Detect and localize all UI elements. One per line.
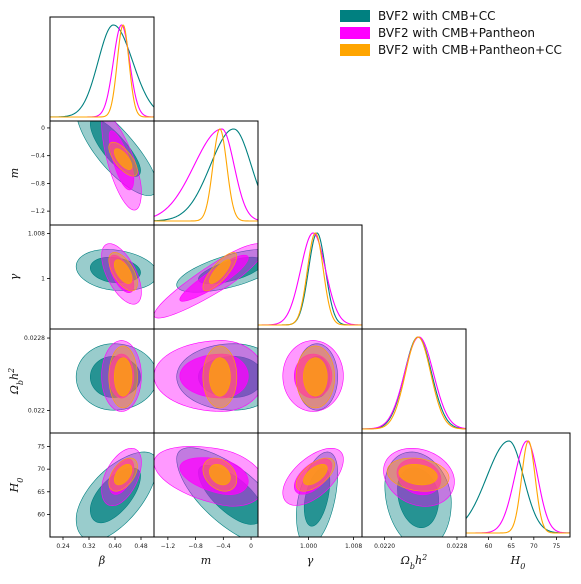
y-tick-label-4-1: 70: [37, 466, 45, 473]
marginal-curve-1-series-1: [154, 128, 258, 221]
x-tick-label-2-1: 1.008: [345, 543, 362, 550]
contour-68-panel-4-1-series-2: [209, 464, 231, 486]
contour-68-panel-2-0-series-2: [113, 259, 133, 284]
legend-label-0: BVF2 with CMB+CC: [378, 9, 495, 23]
contour-68-panel-3-0-series-2: [113, 357, 133, 397]
legend-swatch-0: [340, 10, 370, 22]
contour-panel-3-1: [154, 340, 258, 412]
x-axis-label-0: β: [98, 554, 105, 567]
diag-panel-2: [258, 232, 362, 326]
marginal-curve-2-series-0: [258, 232, 362, 326]
contour-panel-4-3: [383, 447, 455, 537]
y-tick-label-1-3: −1.2: [30, 208, 45, 215]
y-axis-label-2: γ: [8, 273, 21, 280]
contour-panel-4-1: [154, 446, 258, 537]
y-tick-label-4-0: 75: [37, 444, 45, 451]
marginal-curve-3-series-1: [362, 336, 466, 430]
x-tick-label-1-3: 0: [249, 543, 253, 550]
marginal-curve-2-series-2: [258, 232, 362, 326]
legend-label-1: BVF2 with CMB+Pantheon: [378, 26, 535, 40]
x-tick-label-1-2: −0.4: [216, 543, 231, 550]
contour-panel-2-1: [154, 243, 258, 319]
x-axis-label-2: γ: [307, 554, 314, 567]
x-tick-label-4-0: 60: [485, 543, 493, 550]
marginal-curve-3-series-2: [362, 336, 466, 430]
contour-panel-4-0: [75, 447, 154, 537]
x-tick-label-0-0: 0.24: [56, 543, 70, 550]
panel-frame-4-4: [465, 432, 571, 538]
diag-panel-0: [50, 24, 154, 118]
contour-68-panel-4-0-series-2: [113, 463, 133, 486]
x-tick-label-4-3: 75: [553, 543, 561, 550]
legend-label-2: BVF2 with CMB+Pantheon+CC: [378, 43, 562, 57]
contour-68-panel-2-1-series-2: [209, 259, 231, 284]
y-axis-label-3: Ωbh2: [7, 368, 25, 395]
diag-panel-1: [154, 128, 258, 222]
diag-panel-3: [362, 336, 466, 430]
x-tick-label-3-1: 0.0228: [446, 543, 467, 550]
y-tick-label-4-2: 65: [37, 489, 45, 496]
x-tick-label-3-0: 0.0220: [374, 543, 395, 550]
panel-frame-2-2: [257, 224, 363, 330]
y-tick-label-3-0: 0.0228: [24, 335, 45, 342]
contour-panel-4-2: [282, 447, 344, 537]
y-tick-label-1-2: −0.8: [30, 180, 45, 187]
legend: BVF2 with CMB+CC BVF2 with CMB+Pantheon BV…: [340, 9, 562, 57]
x-tick-label-1-0: −1.2: [161, 543, 176, 550]
y-axis-label-4: H0: [8, 478, 25, 494]
contour-panel-2-0: [75, 243, 154, 305]
y-tick-label-4-3: 60: [37, 511, 45, 518]
marginal-curve-4-series-1: [466, 440, 570, 534]
contour-68-panel-4-3-series-2: [398, 463, 438, 486]
marginal-curve-2-series-1: [258, 232, 362, 326]
marginal-curve-1-series-2: [154, 128, 258, 222]
x-tick-label-0-2: 0.40: [108, 543, 122, 550]
x-tick-label-1-1: −0.8: [188, 543, 203, 550]
marginal-curve-0-series-1: [50, 24, 154, 118]
panel-frame-3-3: [361, 328, 467, 434]
contour-panel-3-2: [282, 340, 344, 412]
contour-panel-1-0: [77, 121, 154, 211]
x-tick-label-2-0: 1.000: [300, 543, 317, 550]
y-axis-label-1: m: [8, 168, 21, 178]
x-tick-label-0-1: 0.32: [82, 543, 96, 550]
y-tick-label-1-0: 0: [41, 125, 45, 132]
contour-68-panel-1-0-series-2: [113, 148, 133, 170]
diag-panel-4: [466, 440, 570, 534]
x-axis-label-3: Ωbh2: [400, 553, 427, 571]
legend-swatch-1: [340, 27, 370, 39]
marginal-curve-0-series-2: [50, 24, 154, 118]
x-tick-label-4-2: 70: [530, 543, 538, 550]
x-axis-label-1: m: [201, 554, 211, 567]
marginal-curve-1-series-0: [154, 128, 258, 222]
x-tick-label-4-1: 65: [507, 543, 515, 550]
marginal-curve-3-series-0: [362, 336, 466, 430]
marginal-curve-4-series-2: [466, 440, 570, 534]
contour-68-panel-3-2-series-2: [303, 357, 328, 397]
contour-68-panel-4-2-series-2: [303, 463, 328, 486]
y-tick-label-1-1: −0.4: [30, 153, 45, 160]
legend-swatch-2: [340, 44, 370, 56]
y-tick-label-2-1: 1: [41, 275, 45, 282]
x-tick-label-0-3: 0.48: [134, 543, 148, 550]
marginal-curve-4-series-0: [466, 440, 570, 534]
x-axis-label-4: H0: [510, 554, 526, 571]
contour-68-panel-3-1-series-2: [209, 357, 231, 397]
contour-panel-3-0: [75, 340, 154, 412]
y-tick-label-2-0: 1.008: [28, 230, 45, 237]
marginal-curve-0-series-0: [50, 24, 154, 118]
y-tick-label-3-1: 0.022: [28, 407, 45, 414]
